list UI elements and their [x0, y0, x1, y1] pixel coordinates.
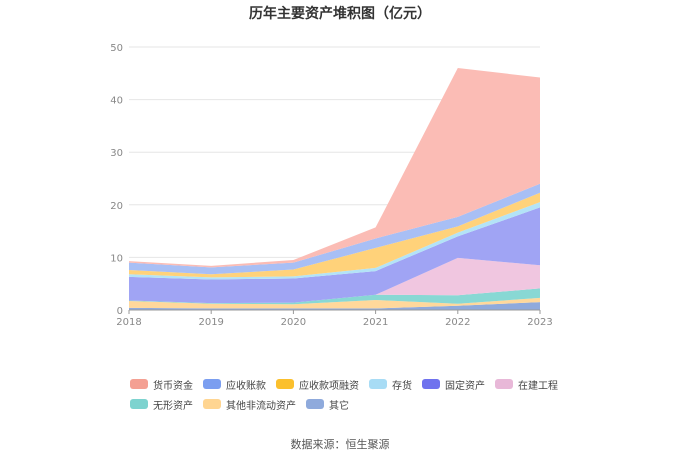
legend-label: 在建工程	[518, 380, 558, 392]
legend-item[interactable]: 固定资产	[422, 378, 485, 392]
legend-swatch	[422, 379, 440, 389]
area-应收款项融资	[129, 192, 540, 278]
area-无形资产	[129, 288, 540, 305]
area-其它	[129, 302, 540, 310]
x-tick-label: 2019	[198, 317, 223, 328]
area-货币资金	[129, 68, 540, 268]
legend-label: 固定资产	[445, 380, 485, 392]
y-tick-label: 10	[110, 253, 123, 264]
legend-item[interactable]: 无形资产	[130, 398, 193, 412]
legend: 货币资金 应收账款 应收款项融资 存货 固定资产 在建工程无形资产 其他非流动资产 其它	[130, 378, 590, 412]
x-tick-label: 2018	[116, 317, 141, 328]
legend-label: 应收款项融资	[299, 380, 359, 392]
legend-item[interactable]: 应收账款	[203, 378, 266, 392]
legend-item[interactable]: 其它	[306, 398, 349, 412]
legend-item[interactable]: 存货	[369, 378, 412, 392]
legend-swatch	[276, 379, 294, 389]
chart-title: 历年主要资产堆积图（亿元）	[249, 6, 431, 22]
legend-label: 其它	[329, 400, 349, 412]
legend-swatch	[130, 379, 148, 389]
y-tick-label: 0	[117, 306, 123, 317]
area-其他非流动资产	[129, 297, 540, 309]
x-tick-label: 2021	[363, 317, 388, 328]
legend-item[interactable]: 其他非流动资产	[203, 398, 296, 412]
y-tick-label: 50	[110, 43, 123, 54]
legend-swatch	[306, 399, 324, 409]
legend-swatch	[130, 399, 148, 409]
legend-swatch	[203, 399, 221, 409]
x-tick-label: 2020	[281, 317, 306, 328]
legend-label: 应收账款	[226, 380, 266, 392]
legend-swatch	[495, 379, 513, 389]
stacked-area-chart: 0 10 20 30 40 50 2018 2019 2020 2021 2022 2023	[110, 43, 552, 328]
data-source-note: 数据来源：恒生聚源	[290, 438, 390, 451]
axes: 0 10 20 30 40 50 2018 2019 2020 2021 2022 2023	[110, 43, 552, 328]
legend-item[interactable]: 货币资金	[130, 378, 193, 392]
area-固定资产	[129, 207, 540, 304]
legend-label: 货币资金	[153, 380, 193, 392]
area-series	[129, 68, 540, 310]
legend-item[interactable]: 应收款项融资	[276, 378, 359, 392]
legend-item[interactable]: 在建工程	[495, 378, 558, 392]
legend-label: 其他非流动资产	[226, 400, 296, 412]
y-tick-label: 40	[110, 96, 123, 107]
area-应收账款	[129, 183, 540, 275]
legend-label: 无形资产	[153, 400, 193, 412]
legend-label: 存货	[392, 380, 412, 392]
legend-swatch	[369, 379, 387, 389]
y-tick-label: 30	[110, 148, 123, 159]
x-tick-label: 2022	[445, 317, 470, 328]
y-tick-label: 20	[110, 201, 123, 212]
area-在建工程	[129, 257, 540, 304]
legend-swatch	[203, 379, 221, 389]
x-tick-label: 2023	[527, 317, 552, 328]
